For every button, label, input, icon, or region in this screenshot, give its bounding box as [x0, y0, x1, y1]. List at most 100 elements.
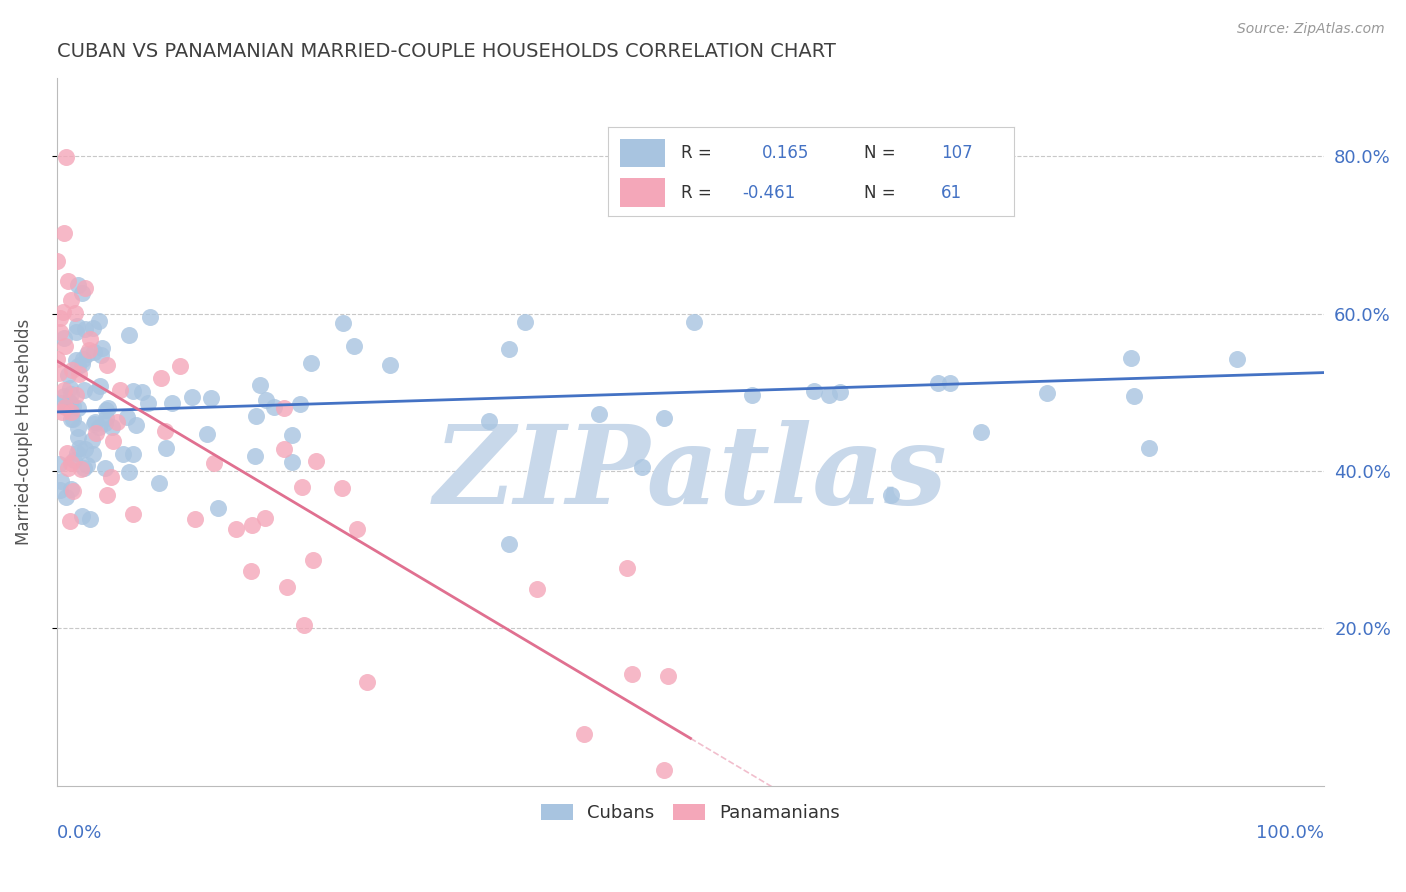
Point — [76, 346, 98, 360]
Point — [245, 409, 267, 423]
Point — [48, 457, 70, 471]
Point — [51, 396, 73, 410]
Point — [66, 319, 89, 334]
Point — [89, 348, 111, 362]
Legend: Cubans, Panamanians: Cubans, Panamanians — [533, 797, 848, 830]
Point — [60, 363, 83, 377]
Point — [69, 461, 91, 475]
Point — [55, 150, 77, 164]
Point — [652, 763, 675, 777]
Point — [49, 310, 72, 325]
Point — [56, 461, 79, 475]
Point — [117, 465, 139, 479]
Point — [155, 441, 177, 455]
Point — [66, 421, 89, 435]
Point — [332, 316, 354, 330]
Point — [498, 537, 520, 551]
Point — [53, 227, 76, 241]
Point — [67, 359, 90, 373]
Point — [65, 326, 87, 340]
Point — [52, 389, 75, 403]
Point — [1226, 351, 1249, 366]
Point — [160, 396, 183, 410]
Point — [67, 441, 90, 455]
Point — [292, 618, 315, 632]
Point — [105, 415, 128, 429]
Point — [83, 385, 105, 400]
Point — [75, 321, 97, 335]
Point — [60, 386, 83, 401]
Point — [51, 474, 73, 488]
Point — [53, 400, 76, 414]
Point — [148, 476, 170, 491]
Point — [616, 560, 638, 574]
Text: 0.0%: 0.0% — [56, 824, 103, 842]
Point — [652, 411, 675, 425]
Point — [87, 314, 110, 328]
Point — [96, 403, 118, 417]
Point — [89, 378, 111, 392]
Point — [280, 427, 302, 442]
Point — [70, 285, 93, 300]
Point — [91, 341, 114, 355]
Point — [96, 401, 118, 415]
Point — [880, 488, 903, 502]
Point — [83, 345, 105, 359]
Point — [82, 320, 104, 334]
Point — [83, 417, 105, 431]
Point — [207, 501, 229, 516]
Point — [59, 381, 82, 395]
Point — [115, 410, 138, 425]
Point — [49, 325, 72, 339]
Point — [682, 315, 704, 329]
Point — [60, 405, 83, 419]
Point — [65, 388, 87, 402]
Point — [112, 447, 135, 461]
Point — [65, 353, 87, 368]
Point — [100, 420, 122, 434]
Point — [75, 281, 97, 295]
Point — [1121, 351, 1143, 365]
Point — [240, 518, 263, 533]
Point — [72, 357, 94, 371]
Point — [79, 332, 101, 346]
Point — [122, 384, 145, 398]
Point — [75, 442, 97, 456]
Point — [56, 446, 79, 460]
Point — [817, 387, 839, 401]
Point — [83, 415, 105, 429]
Point — [60, 482, 83, 496]
Point — [741, 388, 763, 402]
Point — [59, 395, 82, 409]
Point — [101, 434, 124, 449]
Point — [240, 564, 263, 578]
Text: 100.0%: 100.0% — [1257, 824, 1324, 842]
Point — [588, 407, 610, 421]
Point — [89, 420, 111, 434]
Point — [62, 399, 84, 413]
Text: Source: ZipAtlas.com: Source: ZipAtlas.com — [1237, 22, 1385, 37]
Text: CUBAN VS PANAMANIAN MARRIED-COUPLE HOUSEHOLDS CORRELATION CHART: CUBAN VS PANAMANIAN MARRIED-COUPLE HOUSE… — [56, 42, 835, 61]
Point — [62, 411, 84, 425]
Point — [94, 417, 117, 431]
Point — [254, 393, 277, 408]
Point — [574, 727, 596, 741]
Point — [53, 384, 76, 398]
Point — [66, 446, 89, 460]
Point — [273, 442, 295, 457]
Point — [66, 430, 89, 444]
Point — [249, 377, 271, 392]
Point — [55, 399, 77, 413]
Point — [121, 447, 143, 461]
Point — [478, 414, 501, 428]
Point — [183, 512, 205, 526]
Point — [332, 481, 354, 495]
Point — [927, 376, 949, 390]
Point — [299, 356, 322, 370]
Point — [243, 449, 266, 463]
Point — [51, 404, 73, 418]
Point — [138, 310, 160, 324]
Point — [60, 293, 83, 307]
Point — [526, 582, 548, 596]
Point — [96, 359, 118, 373]
